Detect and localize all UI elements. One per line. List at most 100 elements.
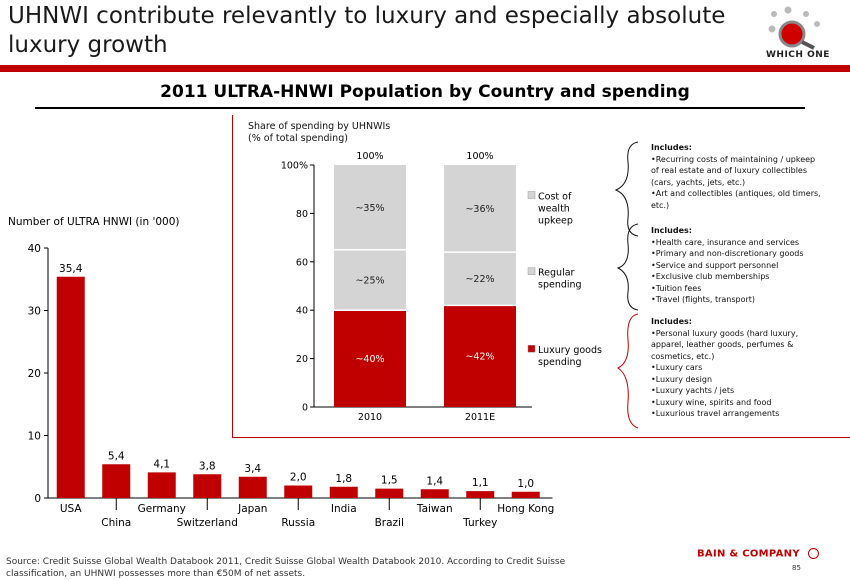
subtitle-underline (35, 107, 805, 109)
bar-value-label: 1,8 (335, 473, 352, 485)
x-category-label: China (101, 517, 131, 529)
includes-heading: Includes: (651, 317, 692, 326)
includes-heading: Includes: (651, 143, 692, 152)
share-label-line: Share of spending by UHNWIs (248, 121, 391, 132)
legend-label: upkeep (538, 216, 573, 227)
bar (466, 491, 495, 498)
y-tick-label: 10 (28, 431, 41, 443)
bar (56, 276, 85, 498)
legend-label: spending (538, 280, 582, 291)
bar (329, 486, 358, 498)
logo-dot (768, 25, 776, 33)
segment-label: ~40% (355, 354, 384, 365)
brand-name: BAIN & COMPANY (697, 548, 800, 560)
segment-label: ~35% (355, 203, 384, 214)
includes-line: •Recurring costs of maintaining / upkeep (651, 154, 816, 164)
bar (102, 464, 131, 498)
logo-dot (771, 11, 777, 17)
segment-label: ~36% (465, 204, 494, 215)
page-number: 85 (792, 564, 801, 572)
brace-icon (616, 223, 639, 311)
brace-icon (617, 313, 639, 429)
includes-line: •Luxurious travel arrangements (651, 409, 780, 418)
x-category-label: USA (60, 503, 83, 515)
brand-circle-icon (807, 548, 819, 559)
legend-label: spending (538, 357, 582, 368)
bar-value-label: 35,4 (59, 263, 83, 275)
share-label-line: (% of total spending) (248, 133, 348, 144)
includes-luxury: Includes: •Personal luxury goods (hard l… (651, 316, 847, 420)
bar-total-label: 100% (466, 151, 493, 162)
bar (511, 491, 540, 498)
x-category-label: Taiwan (416, 503, 453, 515)
legend-swatch (527, 267, 536, 275)
stack-segment (444, 305, 516, 407)
includes-line: •Tuition fees (651, 283, 702, 293)
page-title: UHNWI contribute relevantly to luxury an… (8, 3, 726, 58)
x-category-label: Russia (281, 517, 315, 529)
legend-label: Luxury goods (538, 345, 602, 356)
legend-label: wealth (538, 204, 570, 215)
includes-line: •Personal luxury goods (hard luxury, (651, 328, 799, 338)
y-tick-label: 30 (28, 306, 41, 318)
stack-segment (444, 252, 516, 306)
legend-label: Cost of (538, 192, 572, 203)
y-tick-label: 20 (296, 354, 308, 365)
magnifier-with-dots-icon (768, 6, 820, 50)
brace-icon (614, 141, 639, 237)
legend-swatch (527, 344, 536, 353)
x-category-label: Germany (138, 503, 186, 515)
x-category-label: Brazil (375, 517, 404, 529)
segment-label: ~25% (355, 275, 384, 286)
bar-value-label: 1,0 (517, 478, 534, 490)
segment-label: ~22% (465, 274, 494, 285)
bar-value-label: 3,4 (244, 463, 261, 475)
y-tick-label: 20 (28, 368, 41, 380)
source-line: Source: Credit Suisse Global Wealth Data… (6, 557, 566, 567)
source-line: classification, an UHNWI possesses more … (6, 569, 306, 579)
bar (375, 488, 404, 498)
bar (238, 476, 267, 498)
logo-text: WHICH ONE (766, 50, 830, 60)
legend-label: Regular (538, 268, 575, 279)
x-category-label: 2011E (465, 412, 495, 423)
includes-line: •Service and support personnel (651, 260, 779, 270)
x-category-label: 2010 (358, 412, 382, 423)
stack-segment (444, 165, 516, 253)
includes-line: etc.) (651, 200, 670, 210)
bar-total-label: 100% (356, 151, 383, 162)
y-tick-label: 40 (28, 243, 41, 255)
includes-line: •Luxury cars (651, 363, 703, 372)
brand-footer: BAIN & COMPANY (697, 548, 819, 560)
bar-value-label: 5,4 (108, 450, 125, 462)
includes-line: apparel, leather goods, perfumes & (651, 340, 794, 349)
includes-heading: Includes: (651, 226, 692, 235)
bar-value-label: 1,1 (472, 477, 489, 489)
bar (147, 472, 176, 498)
includes-regular: Includes: •Health care, insurance and se… (651, 225, 847, 306)
bar-value-label: 2,0 (290, 472, 307, 484)
includes-line: •Exclusive club memberships (651, 272, 770, 281)
bar (420, 489, 449, 498)
chart-subtitle: 2011 ULTRA-HNWI Population by Country an… (160, 82, 690, 102)
includes-line: of real estate and of luxury collectible… (651, 166, 808, 175)
spending-panel-frame (232, 115, 850, 438)
x-category-label: Japan (237, 503, 267, 515)
uhnwi-population-chart: 0 10 20 30 40 35,4 USA 5,4 China 4,1 Germany 3,8 Swi… (28, 243, 555, 529)
x-category-label: Switzerland (177, 517, 238, 529)
x-category-label: Turkey (462, 517, 497, 529)
spending-share-chart: 0 20 40 60 80 100% ~40% ~25% ~35% 100% 2010 ~42% ~22… (281, 151, 602, 423)
left-axis-label: Number of ULTRA HNWI (in '000) (8, 216, 180, 228)
y-tick-label: 80 (296, 209, 308, 220)
logo-dot (803, 11, 809, 17)
legend-swatch (527, 191, 536, 199)
stack-segment (334, 310, 406, 407)
includes-line: •Luxury wine, spirits and food (651, 397, 772, 407)
brace-group (614, 141, 639, 429)
y-tick-label: 0 (34, 493, 41, 505)
logo-dot (784, 6, 792, 14)
logo-lens (778, 20, 806, 48)
bar-value-label: 1,4 (426, 475, 443, 487)
y-tick-label: 100% (281, 161, 308, 172)
includes-line: (cars, yachts, jets, etc.) (651, 177, 746, 187)
